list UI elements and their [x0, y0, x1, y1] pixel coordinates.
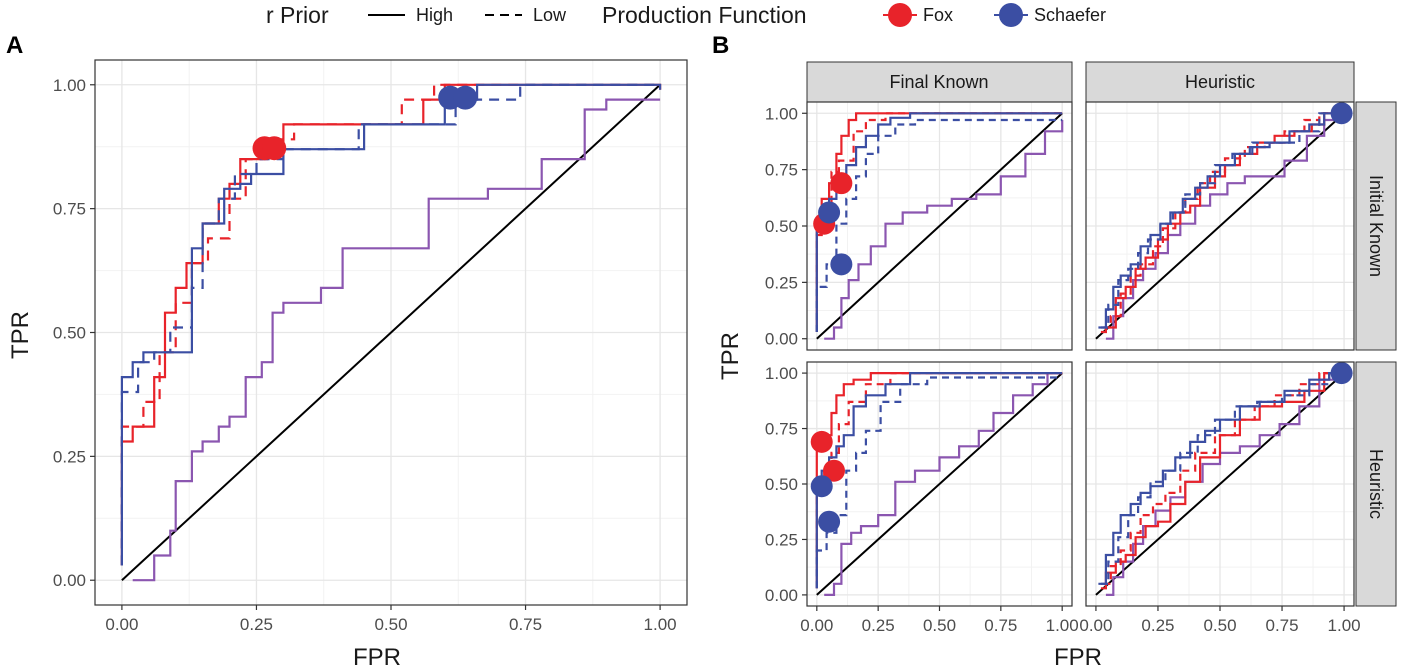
plot-area [120, 83, 662, 582]
y-tick-label: 0.25 [53, 447, 86, 466]
panels: 0.00 0.25 0.50 0.75 1.000.000.250.500.751.00… [53, 59, 1361, 635]
series-reference-step [132, 98, 661, 582]
y-tick-label: 1.00 [765, 104, 798, 123]
series-schaefer-high [1098, 112, 1345, 329]
point-fox [262, 136, 287, 161]
panel-b-letter: B [712, 32, 729, 59]
x-tick-label: 0.50 [923, 616, 956, 635]
series-schaefer-high [120, 83, 662, 566]
series-fox-high [1100, 112, 1345, 334]
point-schaefer [818, 510, 841, 533]
series-schaefer-low [815, 118, 1063, 332]
series-schaefer-low [120, 83, 661, 566]
legend-low-label: Low [533, 5, 567, 25]
legend-schaefer-label: Schaefer [1034, 5, 1106, 25]
series-schaefer-low [1100, 372, 1345, 585]
panel-b-y-title: TPR [717, 332, 744, 380]
y-tick-label: 1.00 [765, 364, 798, 383]
x-tick-label: 0.00 [1079, 616, 1112, 635]
legend: r Prior High Low Production Function Fox… [266, 2, 1106, 28]
y-tick-label: 0.75 [53, 200, 86, 219]
series-fox-low [1103, 372, 1345, 585]
panel-a-letter: A [6, 32, 23, 59]
plot-area [1095, 112, 1345, 340]
legend-r-prior-title: r Prior [266, 2, 329, 28]
legend-fox-swatch [888, 3, 912, 27]
y-tick-label: 0.75 [765, 161, 798, 180]
x-tick-label: 0.75 [1265, 616, 1298, 635]
strip-col-heuristic-label: Heuristic [1185, 72, 1255, 92]
x-tick-label: 1.00 [1046, 616, 1079, 635]
series-schaefer-high [815, 372, 1063, 589]
strip-row-initial-known-label: Initial Known [1366, 175, 1386, 277]
point-fox [830, 172, 853, 195]
panel-border [1085, 101, 1355, 351]
y-tick-label: 0.25 [765, 530, 798, 549]
y-tick-label: 0.25 [765, 273, 798, 292]
panel-2 [1085, 101, 1355, 351]
y-tick-label: 0.50 [765, 217, 798, 236]
diagonal-reference-line [816, 112, 1063, 340]
point-schaefer [810, 475, 833, 498]
x-tick-label: 0.25 [240, 615, 273, 634]
panel-1: 0.00 0.25 0.50 0.75 1.00 [765, 101, 1073, 351]
y-tick-label: 0.75 [765, 420, 798, 439]
point-fox [822, 459, 845, 482]
point-schaefer [830, 253, 853, 276]
panel-3: 0.00 0.25 0.50 0.75 1.00 0.00 0.25 0.50 0.75 1.00 [765, 361, 1079, 635]
panel-a-y-title: TPR [7, 311, 34, 359]
y-tick-label: 0.00 [765, 330, 798, 349]
diagonal-reference-line [1095, 112, 1345, 340]
legend-high-label: High [416, 5, 453, 25]
y-tick-label: 0.00 [53, 571, 86, 590]
point-schaefer [1330, 102, 1353, 125]
strip-col-heuristic [1085, 61, 1355, 103]
plot-area [1095, 372, 1345, 597]
x-tick-label: 0.25 [862, 616, 895, 635]
point-schaefer [818, 201, 841, 224]
x-tick-label: 0.50 [1203, 616, 1236, 635]
panel-4: 0.00 0.25 0.50 0.75 1.00 [1079, 361, 1361, 635]
series-reference-step [824, 120, 1064, 340]
x-tick-label: 0.50 [374, 615, 407, 634]
x-tick-label: 0.00 [800, 616, 833, 635]
strip-row-initial-known [1355, 101, 1397, 351]
strip-row-heuristic-label: Heuristic [1366, 449, 1386, 519]
facet-strips: Final Known Heuristic Initial Known Heur… [806, 61, 1397, 607]
strip-col-final-known-label: Final Known [889, 72, 988, 92]
panel-a-x-title: FPR [353, 644, 401, 671]
y-tick-label: 0.50 [53, 324, 86, 343]
x-tick-label: 0.00 [105, 615, 138, 634]
x-tick-label: 1.00 [1328, 616, 1361, 635]
x-tick-label: 0.75 [509, 615, 542, 634]
series-schaefer-low [1100, 112, 1345, 329]
point-schaefer [453, 85, 478, 110]
strip-row-heuristic [1355, 361, 1397, 607]
x-tick-label: 0.25 [1141, 616, 1174, 635]
legend-fox-label: Fox [923, 5, 953, 25]
strip-col-final-known [806, 61, 1073, 103]
diagonal-reference-line [816, 372, 1063, 596]
diagonal-reference-line [1095, 372, 1345, 596]
panel-b-x-title: FPR [1054, 644, 1102, 671]
point-fox [810, 430, 833, 453]
x-tick-label: 0.75 [984, 616, 1017, 635]
series-schaefer-low [815, 376, 1063, 589]
legend-schaefer-swatch [999, 3, 1023, 27]
y-tick-label: 0.00 [765, 586, 798, 605]
diagonal-reference-line [121, 84, 661, 581]
series-reference-step [824, 372, 1063, 597]
y-tick-label: 1.00 [53, 76, 86, 95]
point-schaefer [1330, 362, 1353, 385]
x-tick-label: 1.00 [644, 615, 677, 634]
panel-0: 0.00 0.25 0.50 0.75 1.00 0.00 0.25 0.50 0.75 1.00 [53, 59, 688, 634]
y-tick-label: 0.50 [765, 475, 798, 494]
legend-production-title: Production Function [602, 2, 807, 28]
series-reference-step [1105, 118, 1345, 340]
